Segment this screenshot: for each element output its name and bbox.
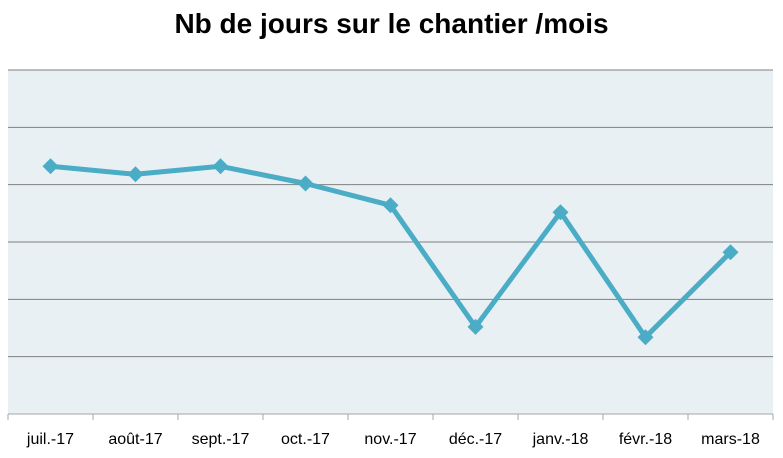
- data-point-oct.-17: [297, 175, 314, 192]
- data-point-déc.-17: [467, 318, 484, 335]
- x-tick-label: sept.-17: [192, 431, 250, 448]
- data-point-août-17: [127, 166, 144, 183]
- x-tick-label: août-17: [108, 431, 162, 448]
- x-tick-label: oct.-17: [281, 431, 330, 448]
- x-tick-label: juil.-17: [26, 431, 74, 448]
- x-tick-label: mars-18: [701, 431, 760, 448]
- data-point-mars-18: [722, 244, 739, 261]
- data-point-janv.-18: [552, 204, 569, 221]
- x-tick-label: déc.-17: [449, 431, 502, 448]
- x-tick-label: janv.-18: [532, 431, 589, 448]
- data-point-juil.-17: [42, 158, 59, 175]
- x-tick-label: nov.-17: [364, 431, 416, 448]
- x-tick-label: févr.-18: [619, 431, 672, 448]
- chart-title: Nb de jours sur le chantier /mois: [174, 8, 609, 39]
- data-point-févr.-18: [637, 329, 654, 346]
- data-point-sept.-17: [212, 158, 229, 175]
- data-point-nov.-17: [382, 197, 399, 214]
